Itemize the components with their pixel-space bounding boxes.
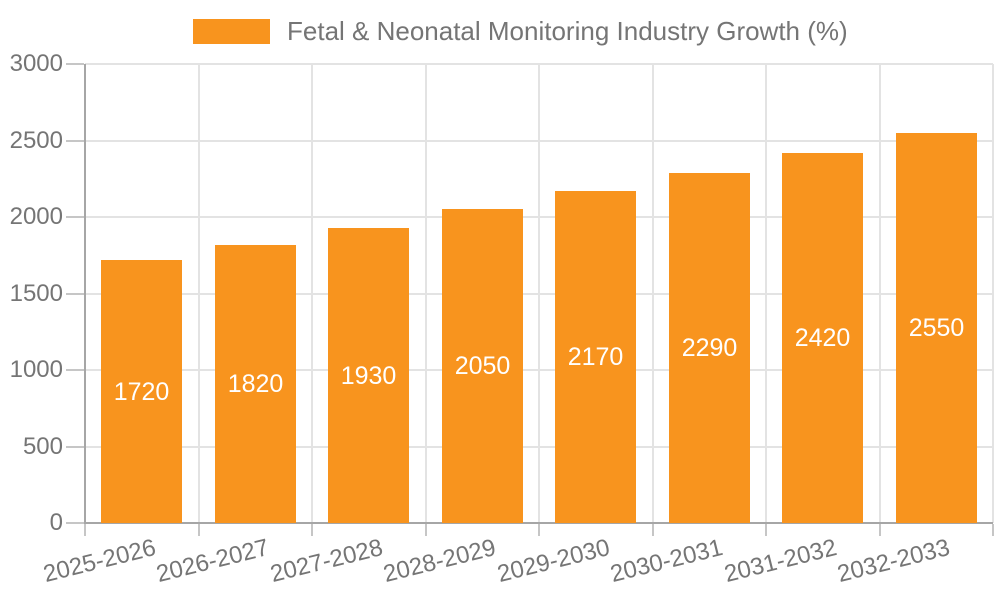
x-tick: [992, 524, 994, 536]
y-tick-label: 0: [49, 509, 63, 536]
bar[interactable]: [896, 133, 977, 523]
bar[interactable]: [782, 153, 863, 523]
v-gridline: [651, 64, 654, 523]
x-tick: [765, 524, 767, 536]
y-tick: [66, 445, 84, 448]
y-tick: [66, 63, 84, 65]
v-gridline: [878, 64, 881, 523]
y-tick: [66, 216, 84, 218]
x-tick: [84, 524, 86, 536]
x-tick: [197, 524, 200, 536]
v-gridline: [992, 64, 994, 523]
x-axis-line: [84, 522, 993, 524]
legend-swatch: [193, 19, 270, 44]
bar-value-label: 2550: [908, 314, 965, 342]
v-gridline: [538, 64, 540, 523]
plot-area: 1720 1820 1930 2050 2170 2290 2420 2550: [66, 63, 994, 536]
v-gridline: [424, 64, 427, 523]
y-tick-label: 1000: [9, 356, 63, 383]
y-tick: [66, 369, 84, 371]
bar[interactable]: [669, 173, 750, 523]
bar[interactable]: [328, 228, 409, 523]
bar-value-label: 2290: [681, 334, 738, 362]
bar[interactable]: [101, 260, 182, 523]
legend: Fetal & Neonatal Monitoring Industry Gro…: [193, 16, 848, 47]
legend-label: Fetal & Neonatal Monitoring Industry Gro…: [287, 16, 848, 46]
y-tick: [66, 292, 84, 295]
v-gridline: [197, 64, 200, 523]
y-tick-label: 3000: [9, 50, 63, 77]
y-axis-line: [84, 64, 86, 536]
y-tick: [66, 139, 84, 142]
v-gridline: [765, 64, 767, 523]
y-tick-label: 500: [22, 433, 63, 460]
y-tick: [66, 522, 84, 524]
bar[interactable]: [442, 209, 523, 523]
bar[interactable]: [555, 191, 636, 523]
x-tick: [538, 524, 540, 536]
bar-value-label: 1720: [113, 378, 170, 406]
x-tick: [651, 524, 654, 536]
y-tick-label: 1500: [9, 280, 63, 307]
bar-value-label: 1820: [227, 370, 284, 398]
x-tick: [311, 524, 313, 536]
x-tick: [878, 524, 881, 536]
v-gridline: [311, 64, 313, 523]
bar[interactable]: [215, 245, 296, 523]
y-tick-label: 2500: [9, 127, 63, 154]
bar-value-label: 2170: [567, 343, 624, 371]
bar-value-label: 1930: [340, 362, 397, 390]
x-tick: [424, 524, 427, 536]
bar-value-label: 2050: [454, 352, 511, 380]
bar-value-label: 2420: [794, 324, 851, 352]
y-tick-label: 2000: [9, 203, 63, 230]
